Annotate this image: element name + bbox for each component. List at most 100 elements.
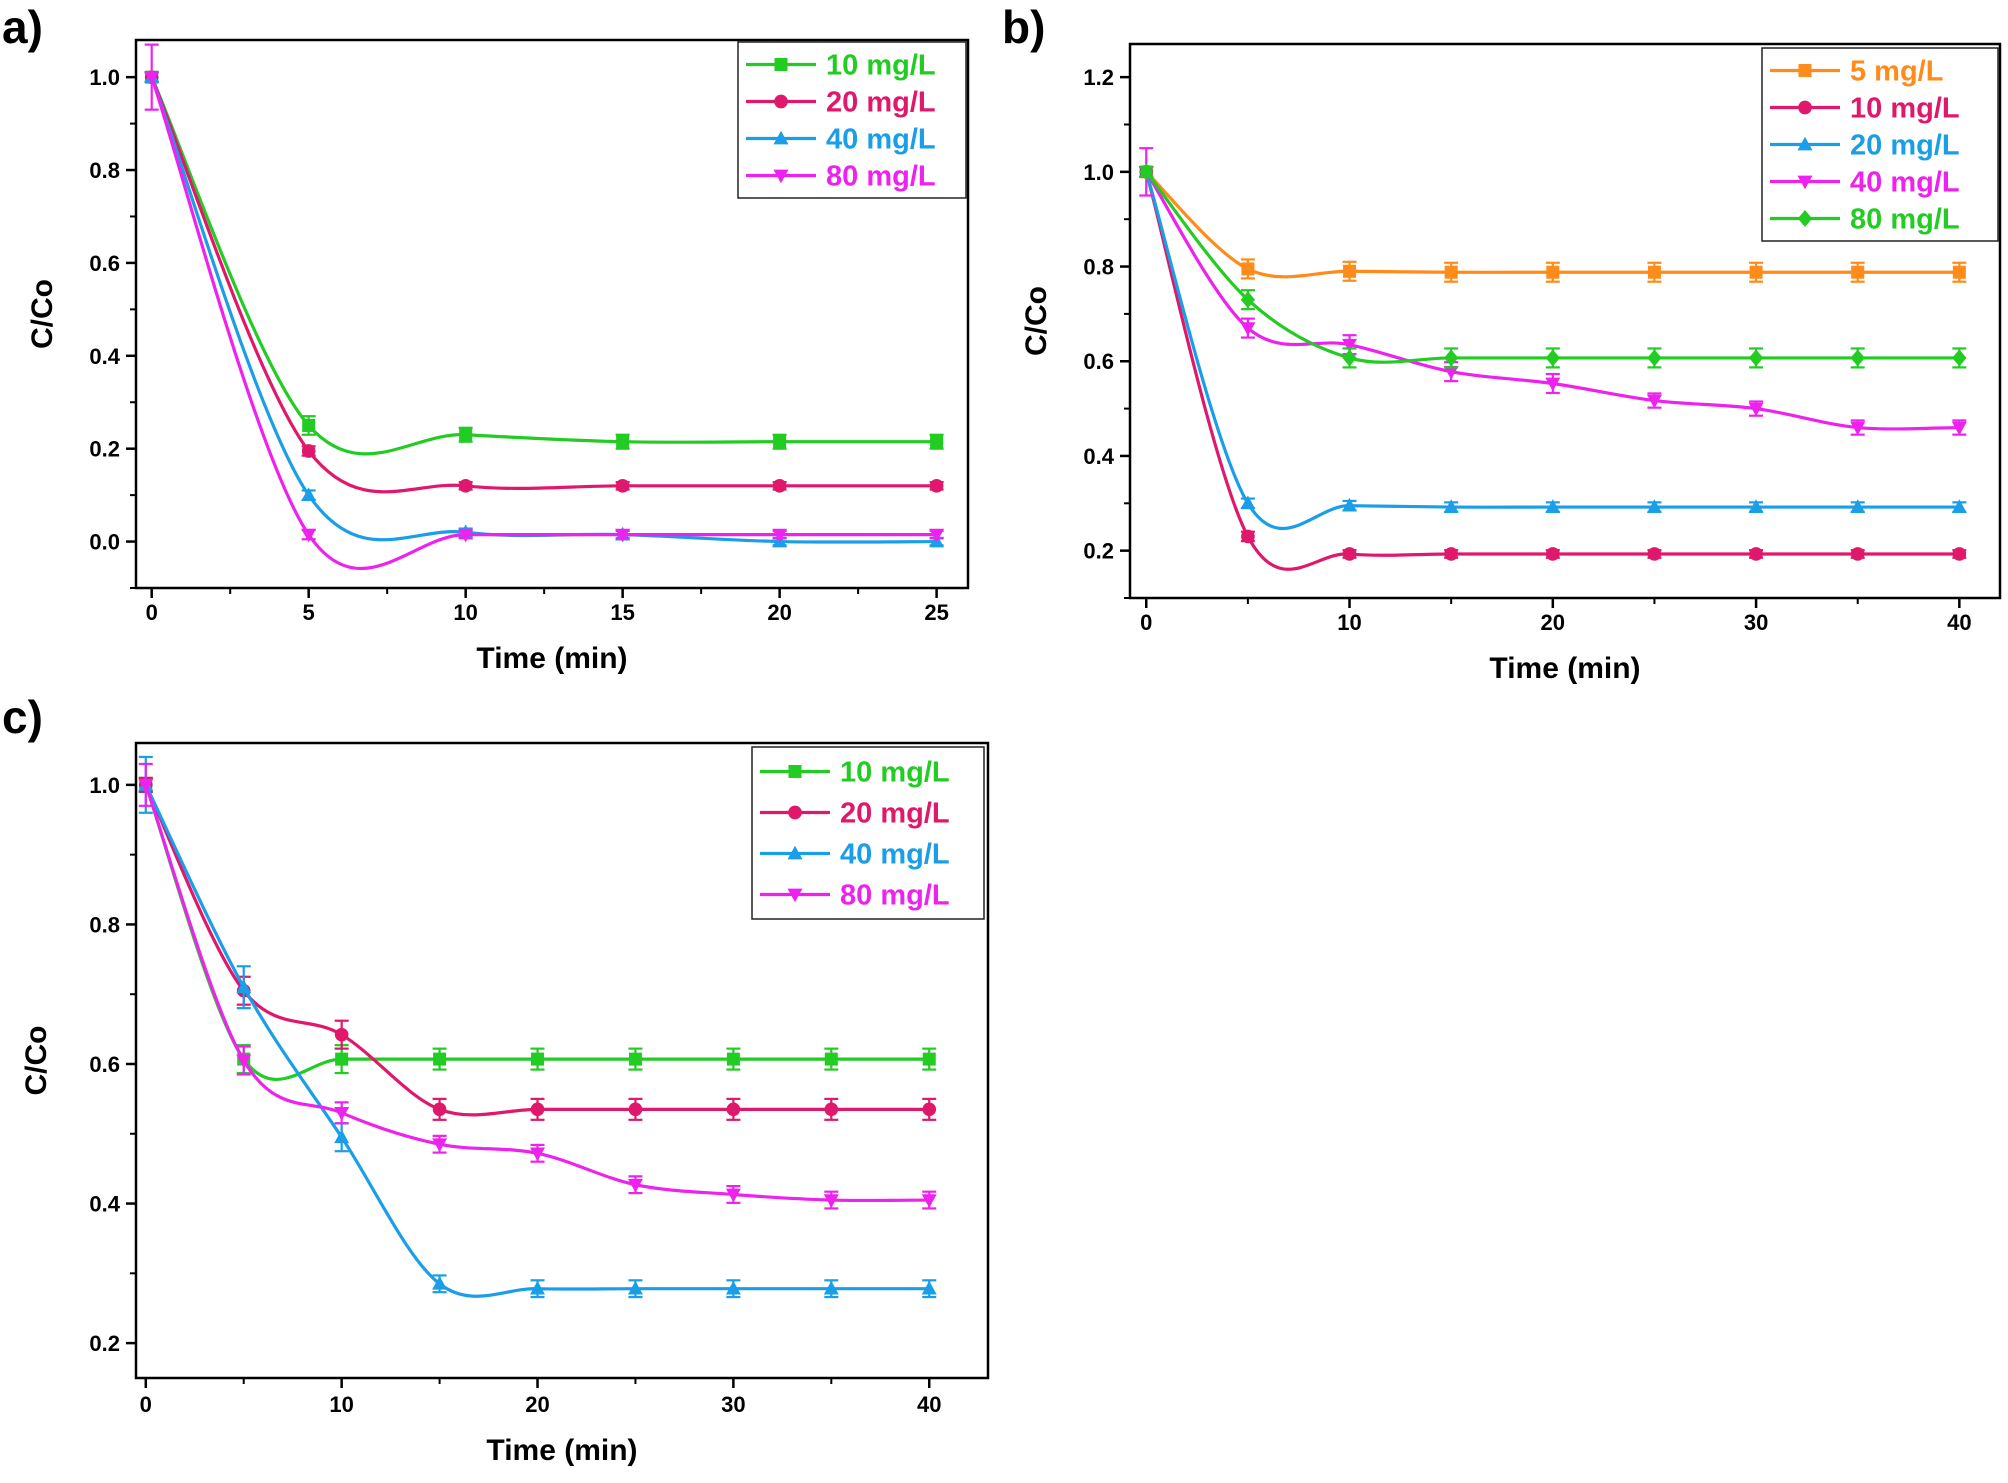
data-point [1342, 547, 1357, 561]
legend-swatch-marker [773, 169, 789, 184]
data-point [432, 1102, 447, 1117]
y-axis-title: C/Co [1020, 286, 1053, 356]
y-tick-label: 0.4 [89, 344, 120, 369]
data-point [1342, 338, 1358, 353]
data-point [616, 435, 630, 449]
y-tick-label: 0.0 [89, 530, 120, 555]
legend-swatch-marker [788, 765, 802, 778]
y-tick-label: 0.8 [89, 912, 120, 937]
data-point [1444, 265, 1458, 279]
data-point [1647, 547, 1662, 561]
data-point [823, 1280, 839, 1295]
data-point [1748, 349, 1764, 367]
data-point [1951, 421, 1967, 436]
legend-entry-label: 80 mg/L [840, 880, 950, 912]
legend-entry-label: 10 mg/L [826, 50, 936, 82]
legend-entry-label: 80 mg/L [826, 161, 936, 193]
data-point [1443, 499, 1459, 513]
x-tick-label: 30 [1744, 610, 1768, 635]
y-tick-label: 0.8 [1083, 255, 1114, 280]
chart-panel-b: b) 0 10 20 30 40 0.2 0.4 0.6 0.8 1.0 1.2 Time (min)… [1000, 0, 2008, 700]
legend-swatch-marker [773, 130, 789, 145]
chart-a-svg: 0 5 10 15 20 25 0.0 0.2 0.4 0.6 0.8 1.0 Time (min) C/… [26, 38, 970, 675]
x-tick-label: 0 [140, 1392, 152, 1417]
x-tick-label: 10 [1337, 610, 1361, 635]
series-80-mg-l [138, 762, 937, 1210]
data-point [530, 1147, 545, 1162]
legend-entry-label: 20 mg/L [826, 87, 936, 119]
data-point [1850, 349, 1865, 367]
legend-entry-label: 20 mg/L [840, 798, 950, 830]
legend-entry-label: 40 mg/L [840, 839, 950, 871]
data-point [922, 1052, 936, 1066]
plot-frame [1128, 42, 2002, 600]
data-point [1241, 529, 1255, 544]
y-tick-label: 1.0 [89, 65, 120, 90]
data-point [1545, 547, 1560, 561]
data-point [627, 1280, 643, 1295]
x-tick-label: 0 [146, 600, 158, 625]
data-point [1240, 322, 1256, 336]
legend-swatch-marker [787, 845, 803, 860]
legend-swatch-marker [774, 94, 788, 109]
panel-label-c: c) [2, 691, 43, 743]
y-tick-label: 0.6 [89, 251, 120, 276]
data-point [921, 1280, 937, 1295]
data-point [334, 1106, 350, 1121]
data-point [1241, 262, 1255, 276]
data-point [138, 779, 154, 793]
data-point [627, 1178, 643, 1193]
data-point [824, 1052, 838, 1066]
legend-swatch-marker [1798, 64, 1812, 77]
data-point [458, 479, 473, 493]
data-point [1850, 547, 1865, 561]
legend-entry-label: 40 mg/L [826, 124, 936, 156]
data-point [302, 418, 316, 432]
y-tick-label: 1.0 [1083, 160, 1114, 185]
data-point [1647, 349, 1662, 367]
data-point [1343, 264, 1357, 278]
data-point [823, 1194, 839, 1208]
legend-swatch-marker [1797, 175, 1813, 190]
data-point [1646, 394, 1662, 409]
series-line [1144, 171, 1960, 571]
data-point [1952, 547, 1967, 561]
data-point [1139, 163, 1154, 181]
data-point [922, 1102, 937, 1117]
x-axis-title: Time (min) [476, 642, 627, 675]
y-tick-label: 1.0 [89, 773, 120, 798]
data-point [1851, 265, 1865, 279]
chart-b-svg: 0 10 20 30 40 0.2 0.4 0.6 0.8 1.0 1.2 Time (min) C/C… [1020, 42, 2002, 685]
data-point [1545, 349, 1560, 367]
x-tick-label: 15 [610, 600, 634, 625]
data-point [531, 1052, 545, 1066]
data-point [433, 1052, 447, 1066]
data-point [773, 435, 787, 449]
data-point [615, 479, 630, 493]
legend-entry-label: 10 mg/L [840, 757, 950, 789]
data-point [628, 1102, 643, 1117]
x-tick-label: 25 [924, 600, 948, 625]
data-point [929, 528, 945, 543]
data-point [1444, 349, 1459, 367]
series-80-mg-l [144, 43, 945, 570]
x-tick-label: 0 [1140, 610, 1152, 635]
y-axis-title: C/Co [20, 1026, 53, 1096]
data-point [144, 71, 160, 85]
series-line [144, 784, 930, 1203]
y-tick-label: 0.8 [89, 158, 120, 183]
y-tick-label: 0.2 [1083, 539, 1114, 564]
data-point [1749, 547, 1763, 561]
y-tick-label: 1.2 [1083, 65, 1114, 90]
x-tick-label: 40 [917, 1392, 941, 1417]
data-point [1240, 495, 1256, 510]
data-point [1342, 349, 1357, 367]
legend-entry-label: 20 mg/L [1850, 130, 1960, 162]
legend-entry-label: 40 mg/L [1850, 167, 1960, 199]
legend-entry-label: 80 mg/L [1850, 204, 1960, 236]
plot-frame [134, 741, 990, 1380]
data-point [432, 1138, 448, 1153]
chart-c-svg: 0 10 20 30 40 0.2 0.4 0.6 0.8 1.0 Time (min) C/Co 10… [20, 741, 990, 1467]
y-tick-label: 0.2 [89, 1331, 120, 1356]
x-tick-label: 10 [453, 600, 477, 625]
